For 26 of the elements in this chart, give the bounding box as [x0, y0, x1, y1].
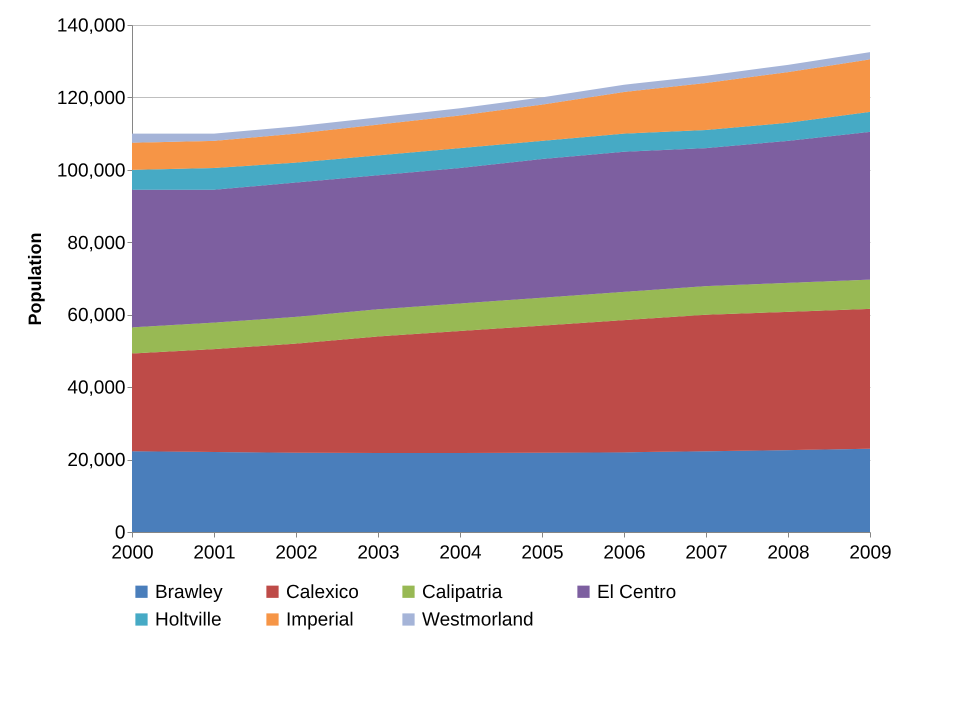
y-tick-label: 40,000 [67, 378, 126, 399]
x-tick-label: 2001 [193, 542, 236, 564]
legend-label: Brawley [155, 582, 224, 603]
x-tick-label: 2009 [849, 542, 892, 564]
y-tick-label: 140,000 [56, 16, 126, 36]
legend-label: Calexico [286, 582, 359, 603]
legend-label: Holtville [155, 610, 222, 630]
y-tick-label: 80,000 [67, 232, 126, 254]
x-tick-label: 2005 [521, 542, 564, 564]
y-axis-title: Population [24, 232, 45, 326]
y-tick-label: 120,000 [56, 88, 126, 109]
y-tick-label: 0 [114, 522, 126, 544]
legend-label: Westmorland [422, 610, 534, 630]
x-tick-label: 2008 [767, 542, 810, 564]
x-tick-label: 2007 [685, 542, 728, 564]
legend-label: El Centro [597, 582, 676, 603]
x-tick-label: 2002 [275, 542, 318, 564]
y-tick-label: 100,000 [56, 160, 126, 182]
x-tick-label: 2000 [111, 542, 154, 564]
y-tick-label: 60,000 [67, 305, 126, 326]
legend-label: Calipatria [422, 582, 503, 603]
legend-label: Imperial [286, 610, 354, 630]
x-tick-label: 2006 [603, 542, 646, 564]
y-tick-label: 20,000 [67, 450, 126, 472]
x-tick-label: 2004 [439, 542, 482, 564]
x-tick-label: 2003 [357, 542, 400, 564]
